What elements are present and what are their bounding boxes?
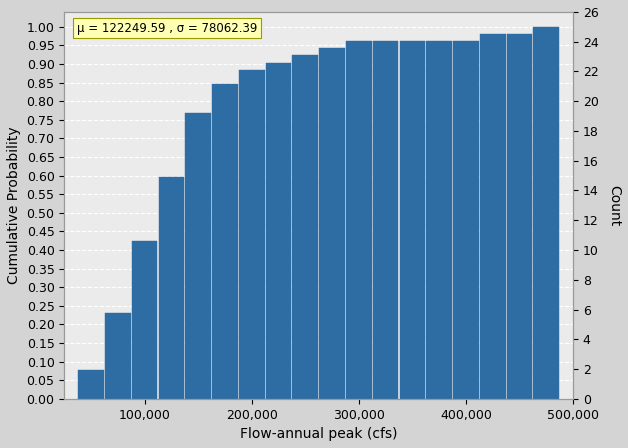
Bar: [319, 48, 345, 399]
Bar: [158, 177, 184, 399]
Bar: [239, 69, 264, 399]
Bar: [373, 41, 399, 399]
Y-axis label: Cumulative Probability: Cumulative Probability: [7, 126, 21, 284]
Bar: [78, 370, 104, 399]
Text: μ = 122249.59 , σ = 78062.39: μ = 122249.59 , σ = 78062.39: [77, 22, 257, 34]
Y-axis label: Count: Count: [607, 185, 621, 226]
Bar: [185, 113, 211, 399]
Bar: [212, 84, 238, 399]
Bar: [480, 34, 506, 399]
Bar: [399, 41, 425, 399]
Bar: [346, 41, 372, 399]
Bar: [453, 41, 479, 399]
Bar: [132, 241, 158, 399]
X-axis label: Flow-annual peak (cfs): Flow-annual peak (cfs): [240, 427, 398, 441]
Bar: [266, 63, 291, 399]
Bar: [507, 34, 533, 399]
Bar: [426, 41, 452, 399]
Bar: [533, 27, 559, 399]
Bar: [105, 313, 131, 399]
Bar: [293, 56, 318, 399]
